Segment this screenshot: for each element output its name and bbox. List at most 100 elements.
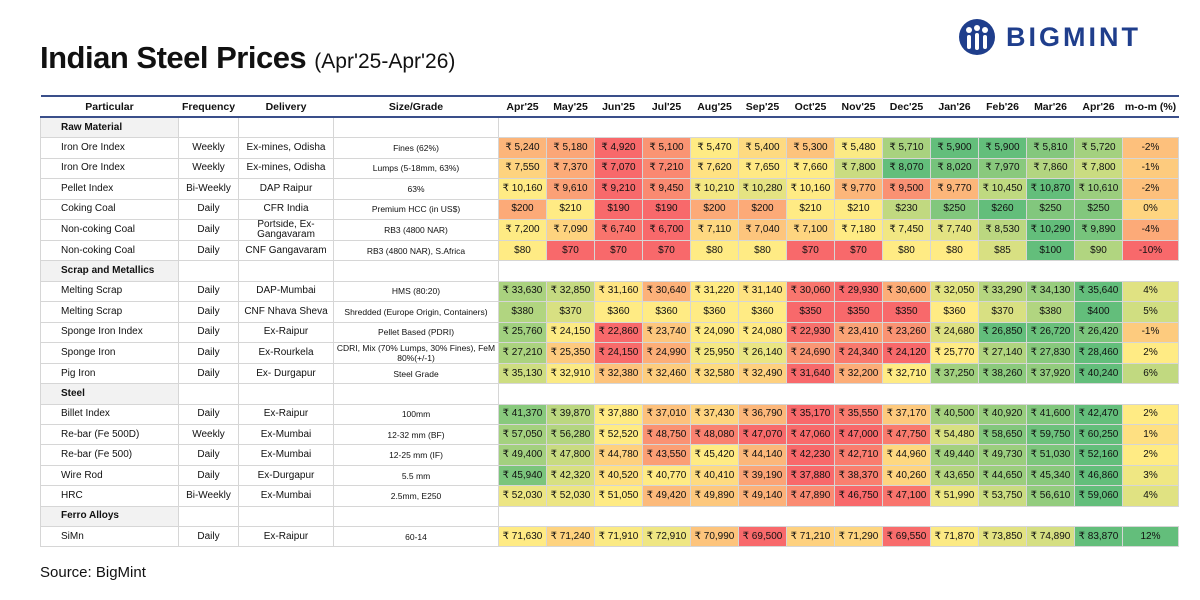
- mom-cell: -1%: [1122, 321, 1179, 343]
- price-cell: $370: [978, 301, 1027, 323]
- data-row: Coking Coal Daily CFR India Premium HCC (in…: [40, 198, 1179, 220]
- price-cell: ₹ 32,380: [594, 362, 643, 385]
- price-cell: $380: [1026, 301, 1075, 323]
- price-cell: ₹ 44,960: [882, 444, 931, 466]
- particular: Non-coking Coal: [40, 218, 179, 241]
- price-cell: ₹ 40,260: [882, 464, 931, 487]
- price-cell: ₹ 10,610: [1074, 178, 1123, 200]
- price-cell: ₹ 52,030: [498, 485, 547, 507]
- data-row: Sponge Iron Index Daily Ex-Raipur Pellet Ba…: [40, 321, 1179, 343]
- price-cell: ₹ 4,920: [594, 137, 643, 159]
- price-cell: ₹ 10,210: [690, 178, 739, 200]
- size-grade: HMS (80:20): [333, 280, 499, 303]
- size-grade: 63%: [333, 178, 499, 200]
- frequency: Daily: [178, 301, 239, 323]
- size-grade: Lumps (5-18mm, 63%): [333, 157, 499, 180]
- price-cell: $380: [498, 301, 547, 323]
- price-cell: ₹ 25,350: [546, 341, 595, 364]
- price-cell: ₹ 31,140: [738, 280, 787, 303]
- empty-cell: [178, 260, 239, 282]
- particular: SiMn: [40, 526, 179, 548]
- price-cell: $80: [882, 239, 931, 262]
- size-grade: RB3 (4800 NAR): [333, 218, 499, 241]
- price-cell: $200: [498, 198, 547, 220]
- price-cell: ₹ 7,650: [738, 157, 787, 180]
- price-cell: ₹ 45,340: [1026, 464, 1075, 487]
- mom-cell: -10%: [1122, 239, 1179, 262]
- price-cell: ₹ 71,910: [594, 526, 643, 548]
- price-cell: ₹ 7,100: [786, 218, 835, 241]
- price-cell: ₹ 9,500: [882, 178, 931, 200]
- data-row: Billet Index Daily Ex-Raipur 100mm ₹ 41,370 ₹…: [40, 403, 1179, 426]
- mom-cell: -2%: [1122, 137, 1179, 159]
- frequency: Daily: [178, 526, 239, 548]
- frequency: Daily: [178, 444, 239, 466]
- price-cell: ₹ 7,860: [1026, 157, 1075, 180]
- section-name: Scrap and Metallics: [40, 260, 179, 282]
- delivery: Ex-Raipur: [238, 321, 334, 343]
- section-row: Steel: [40, 383, 1179, 405]
- price-table: Particular Frequency Delivery Size/Grade Apr…: [40, 95, 1179, 548]
- price-cell: ₹ 7,090: [546, 218, 595, 241]
- price-cell: ₹ 49,140: [738, 485, 787, 507]
- frequency: Daily: [178, 239, 239, 262]
- price-cell: $80: [498, 239, 547, 262]
- particular: Iron Ore Index: [40, 157, 179, 180]
- empty-cell: [499, 117, 1179, 138]
- price-cell: ₹ 39,870: [546, 403, 595, 426]
- price-cell: ₹ 7,070: [594, 157, 643, 180]
- subtitle: (Apr'25-Apr'26): [314, 50, 456, 73]
- price-cell: ₹ 52,030: [546, 485, 595, 507]
- price-cell: ₹ 47,890: [786, 485, 835, 507]
- price-cell: ₹ 7,800: [1074, 157, 1123, 180]
- price-cell: ₹ 40,240: [1074, 362, 1123, 385]
- empty-cell: [178, 383, 239, 405]
- price-cell: ₹ 32,460: [642, 362, 691, 385]
- mom-cell: -4%: [1122, 218, 1179, 241]
- price-cell: ₹ 45,940: [498, 464, 547, 487]
- column-header: Apr'25: [498, 95, 547, 118]
- empty-cell: [333, 260, 499, 282]
- price-cell: ₹ 56,280: [546, 424, 595, 446]
- price-cell: ₹ 47,060: [786, 424, 835, 446]
- mom-cell: 1%: [1122, 424, 1179, 446]
- price-cell: $70: [594, 239, 643, 262]
- price-cell: ₹ 32,910: [546, 362, 595, 385]
- particular: Wire Rod: [40, 464, 179, 487]
- logo-icon: [959, 19, 995, 55]
- column-header: Nov'25: [834, 95, 883, 118]
- price-cell: ₹ 22,930: [786, 321, 835, 343]
- column-header: Jan'26: [930, 95, 979, 118]
- price-cell: ₹ 6,700: [642, 218, 691, 241]
- price-cell: ₹ 43,650: [930, 464, 979, 487]
- data-row: Wire Rod Daily Ex-Durgapur 5.5 mm ₹ 45,940 ₹ …: [40, 464, 1179, 487]
- price-cell: ₹ 22,860: [594, 321, 643, 343]
- size-grade: Shredded (Europe Origin, Containers): [333, 301, 499, 323]
- logo: BIGMINT: [958, 18, 1141, 56]
- empty-cell: [333, 383, 499, 405]
- price-cell: ₹ 59,060: [1074, 485, 1123, 507]
- empty-cell: [238, 383, 334, 405]
- column-header: Frequency: [178, 95, 239, 118]
- price-cell: ₹ 27,140: [978, 341, 1027, 364]
- price-cell: ₹ 24,690: [786, 341, 835, 364]
- empty-cell: [178, 116, 239, 139]
- price-cell: $200: [738, 198, 787, 220]
- particular: Sponge Iron: [40, 341, 179, 364]
- price-cell: ₹ 70,990: [690, 526, 739, 548]
- price-cell: ₹ 37,880: [786, 464, 835, 487]
- price-cell: $100: [1026, 239, 1075, 262]
- section-name: Steel: [40, 383, 179, 405]
- data-row: Iron Ore Index Weekly Ex-mines, Odisha Fine…: [40, 137, 1179, 159]
- price-cell: ₹ 7,740: [930, 218, 979, 241]
- price-cell: ₹ 26,850: [978, 321, 1027, 343]
- price-cell: ₹ 8,530: [978, 218, 1027, 241]
- price-cell: ₹ 7,800: [834, 157, 883, 180]
- price-cell: $250: [930, 198, 979, 220]
- price-cell: ₹ 46,750: [834, 485, 883, 507]
- price-cell: ₹ 31,640: [786, 362, 835, 385]
- price-cell: ₹ 10,160: [786, 178, 835, 200]
- data-row: HRC Bi-Weekly Ex-Mumbai 2.5mm, E250 ₹ 52,030…: [40, 485, 1179, 507]
- price-cell: ₹ 41,600: [1026, 403, 1075, 426]
